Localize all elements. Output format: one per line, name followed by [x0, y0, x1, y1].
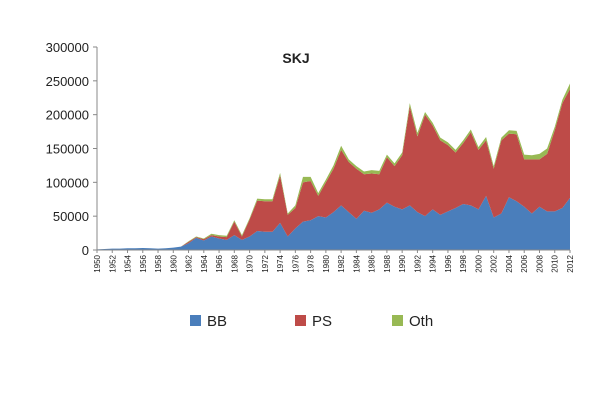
chart-title: SKJ: [282, 50, 309, 66]
y-tick-label: 50000: [53, 209, 89, 224]
x-tick-label: 2006: [520, 254, 529, 272]
legend-label-ps: PS: [312, 313, 332, 330]
x-tick-label: 2004: [505, 254, 514, 272]
x-tick-label: 2002: [490, 254, 499, 272]
x-tick-label: 1958: [154, 254, 163, 272]
x-tick-label: 1994: [429, 254, 438, 272]
x-tick-label: 1964: [200, 254, 209, 272]
x-tick-label: 1974: [276, 254, 285, 272]
x-tick-label: 1962: [185, 254, 194, 272]
x-tick-label: 1992: [413, 254, 422, 272]
x-tick-label: 1978: [307, 254, 316, 272]
x-tick-label: 1956: [139, 254, 148, 272]
y-tick-label: 300000: [46, 40, 89, 55]
x-tick-label: 1986: [368, 254, 377, 272]
x-tick-label: 1996: [444, 254, 453, 272]
x-tick-label: 1968: [230, 254, 239, 272]
x-tick-label: 1984: [352, 254, 361, 272]
legend-swatch-ps: [295, 315, 306, 326]
x-tick-label: 2008: [535, 254, 544, 272]
x-tick-label: 1976: [291, 254, 300, 272]
y-tick-label: 150000: [46, 142, 89, 157]
x-tick-label: 1960: [169, 254, 178, 272]
x-tick-label: 1950: [93, 254, 102, 272]
legend-swatch-oth: [392, 315, 403, 326]
area-series-oth: [97, 83, 570, 250]
x-tick-label: 1970: [246, 254, 255, 272]
y-tick-label: 250000: [46, 74, 89, 89]
legend: BB PS Oth: [190, 313, 433, 330]
x-tick-label: 2012: [566, 254, 575, 272]
legend-swatch-bb: [190, 315, 201, 326]
y-tick-labels: 0 50000 100000 150000 200000 250000 300000: [46, 40, 97, 258]
x-tick-labels: 1950 1952 1954 1956 1958 1960 1962 1964 1966 1968…: [93, 250, 575, 273]
x-tick-label: 1982: [337, 254, 346, 272]
legend-label-oth: Oth: [409, 313, 433, 330]
x-tick-label: 1952: [108, 254, 117, 272]
x-tick-label: 1966: [215, 254, 224, 272]
y-tick-label: 100000: [46, 175, 89, 190]
area-series-bb: [97, 195, 570, 250]
x-tick-label: 1972: [261, 254, 270, 272]
legend-label-bb: BB: [207, 313, 227, 330]
x-tick-label: 1954: [124, 254, 133, 272]
x-tick-label: 1990: [398, 254, 407, 272]
x-tick-label: 2010: [551, 254, 560, 272]
x-tick-label: 1998: [459, 254, 468, 272]
area-series-ps: [97, 88, 570, 250]
x-tick-label: 1988: [383, 254, 392, 272]
x-tick-label: 2000: [474, 254, 483, 272]
x-tick-label: 1980: [322, 254, 331, 272]
area-layer: [97, 83, 570, 250]
y-tick-label: 0: [82, 243, 89, 258]
y-tick-label: 200000: [46, 108, 89, 123]
